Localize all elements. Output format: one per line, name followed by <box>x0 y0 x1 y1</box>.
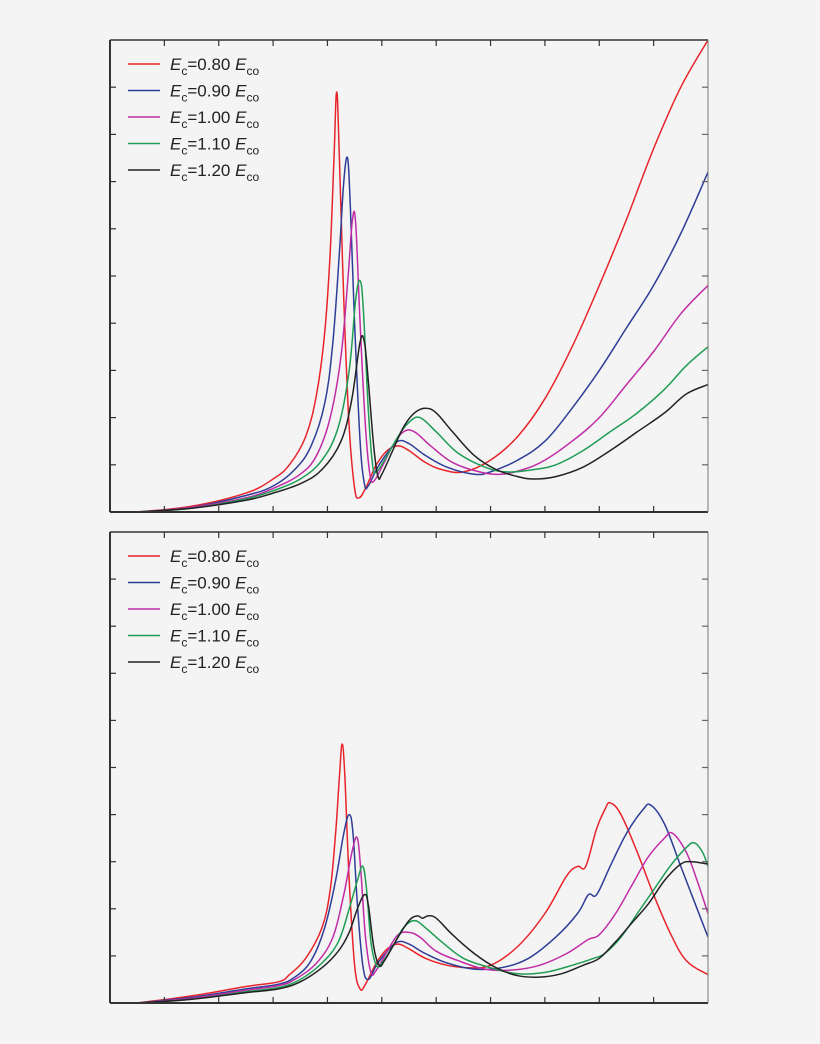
legend-label: Ec=1.00 Eco <box>170 600 259 623</box>
legend-label: Ec=1.20 Eco <box>170 161 259 184</box>
legend-label: Ec=0.80 Eco <box>170 55 259 78</box>
series-line-3 <box>137 841 708 1003</box>
top-plot-panel: Ec=0.80 Eco Ec=0.90 Eco Ec=1.00 Eco Ec=1.10… <box>109 39 709 513</box>
series-line-3 <box>137 279 708 512</box>
legend: Ec=0.80 Eco Ec=0.90 Eco Ec=1.00 Eco Ec=1.10… <box>128 55 259 184</box>
series-line-2 <box>137 831 708 1003</box>
legend-label: Ec=1.20 Eco <box>170 653 259 676</box>
series-line-1 <box>137 156 708 512</box>
legend-label: Ec=0.90 Eco <box>170 574 259 597</box>
legend-label: Ec=0.90 Eco <box>170 82 259 105</box>
series-line-2 <box>137 210 708 512</box>
legend: Ec=0.80 Eco Ec=0.90 Eco Ec=1.00 Eco Ec=1.10… <box>128 547 259 676</box>
legend-label: Ec=1.10 Eco <box>170 135 259 158</box>
series-line-4 <box>137 860 708 1003</box>
series-line-0 <box>137 40 708 512</box>
bottom-plot-panel: Ec=0.80 Eco Ec=0.90 Eco Ec=1.00 Eco Ec=1.10… <box>109 531 709 1004</box>
legend-label: Ec=0.80 Eco <box>170 547 259 570</box>
legend-label: Ec=1.10 Eco <box>170 627 259 650</box>
series-line-0 <box>137 743 708 1003</box>
series-group <box>137 40 708 512</box>
legend-label: Ec=1.00 Eco <box>170 108 259 131</box>
series-line-4 <box>137 334 708 512</box>
series-line-1 <box>137 803 708 1003</box>
series-group <box>137 743 708 1003</box>
